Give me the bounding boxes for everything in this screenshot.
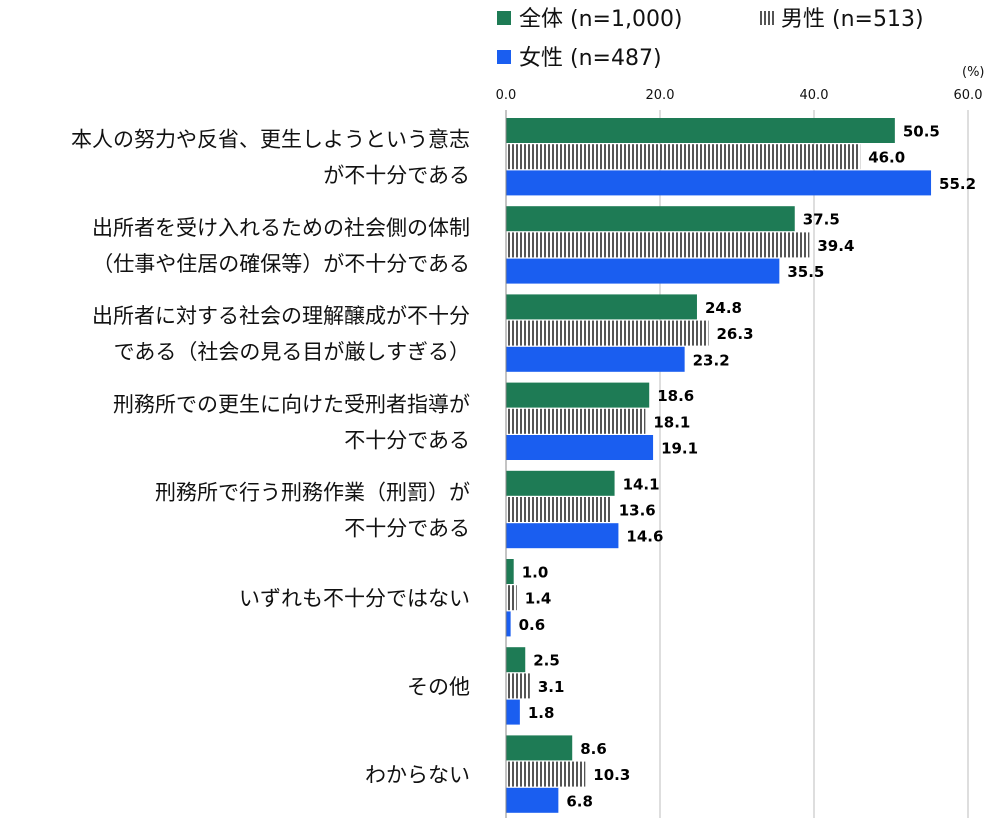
- value-label-female: 23.2: [693, 351, 730, 369]
- category-label: である（社会の見る目が厳しすぎる）: [114, 340, 470, 364]
- bar-female: [506, 611, 511, 637]
- category-label: いずれも不十分ではない: [239, 587, 470, 611]
- value-label-male: 26.3: [717, 325, 754, 343]
- bar-female: [506, 346, 685, 372]
- bar-male: [506, 232, 810, 258]
- value-label-female: 0.6: [519, 616, 546, 634]
- value-label-male: 13.6: [619, 502, 656, 520]
- bar-total: [506, 294, 697, 320]
- bar-female: [506, 170, 932, 196]
- bar-total: [506, 735, 573, 761]
- value-label-male: 3.1: [538, 678, 565, 696]
- category-label: が不十分である: [323, 164, 470, 188]
- category-label: 刑務所での更生に向けた受刑者指導が: [113, 392, 470, 416]
- bar-total: [506, 559, 514, 584]
- bar-total: [506, 118, 895, 143]
- legend-entry-male: 男性 (n=513): [760, 7, 924, 32]
- x-tick-label: 40.0: [800, 88, 829, 103]
- legend: 全体 (n=1,000) 男性 (n=513) 女性 (n=487): [497, 7, 924, 71]
- value-label-total: 14.1: [623, 475, 660, 493]
- bar-female: [506, 787, 559, 813]
- x-tick-label: 20.0: [646, 88, 675, 103]
- bar-female: [506, 699, 520, 725]
- bar-male: [506, 497, 611, 522]
- x-axis-ticks: 0.0 20.0 40.0 60.0: [496, 88, 983, 103]
- category-labels: 本人の努力や反省、更生しようという意志が不十分である出所者を受け入れるための社会…: [71, 128, 470, 787]
- value-label-total: 8.6: [580, 740, 607, 758]
- legend-label-male: 男性 (n=513): [781, 7, 924, 32]
- value-labels: 50.5 46.0 55.2 37.5 39.4 35.5 24.8 26.3 23.2 18.6…: [519, 123, 976, 811]
- category-label: （仕事や住居の確保等）が不十分である: [92, 252, 470, 276]
- legend-swatch-male: [760, 11, 774, 25]
- value-label-female: 19.1: [661, 440, 698, 458]
- category-label: その他: [407, 675, 470, 699]
- bar-female: [506, 258, 780, 284]
- value-label-male: 10.3: [593, 766, 630, 784]
- value-label-female: 6.8: [566, 792, 593, 810]
- bars: [506, 118, 932, 813]
- category-label: 不十分である: [344, 517, 470, 541]
- bar-female: [506, 523, 619, 549]
- legend-swatch-female: [497, 50, 511, 64]
- value-label-female: 55.2: [939, 175, 976, 193]
- bar-male: [506, 144, 861, 170]
- bar-female: [506, 435, 654, 460]
- x-tick-label: 0.0: [496, 88, 517, 103]
- legend-label-total: 全体 (n=1,000): [519, 7, 683, 32]
- bar-male: [506, 408, 646, 434]
- category-label: 刑務所で行う刑務作業（刑罰）が: [155, 481, 470, 505]
- legend-swatch-total: [497, 11, 511, 25]
- bar-total: [506, 647, 526, 673]
- category-label: 出所者に対する社会の理解醸成が不十分: [92, 304, 470, 328]
- category-label: 出所者を受け入れるための社会側の体制: [92, 216, 470, 240]
- value-label-total: 2.5: [533, 652, 560, 670]
- x-tick-label: 60.0: [954, 88, 983, 103]
- bar-male: [506, 761, 586, 787]
- bar-male: [506, 585, 517, 611]
- value-label-total: 50.5: [903, 123, 940, 141]
- value-label-male: 39.4: [817, 237, 854, 255]
- value-label-total: 24.8: [705, 299, 742, 317]
- legend-label-female: 女性 (n=487): [519, 46, 662, 71]
- bar-total: [506, 206, 795, 232]
- bar-total: [506, 382, 650, 408]
- category-label: わからない: [365, 763, 470, 787]
- legend-entry-total: 全体 (n=1,000): [497, 7, 683, 32]
- value-label-male: 18.1: [653, 413, 690, 431]
- value-label-male: 46.0: [868, 149, 905, 167]
- bar-male: [506, 320, 709, 346]
- bar-total: [506, 470, 615, 496]
- legend-entry-female: 女性 (n=487): [497, 46, 662, 71]
- value-label-total: 18.6: [657, 387, 694, 405]
- category-label: 本人の努力や反省、更生しようという意志: [71, 128, 470, 152]
- bar-male: [506, 673, 530, 699]
- value-label-female: 1.8: [528, 704, 555, 722]
- value-label-male: 1.4: [525, 590, 552, 608]
- unit-label: (%): [962, 65, 985, 80]
- category-label: 不十分である: [344, 428, 470, 452]
- value-label-total: 1.0: [522, 564, 549, 582]
- value-label-female: 35.5: [787, 263, 824, 281]
- value-label-female: 14.6: [626, 528, 663, 546]
- value-label-total: 37.5: [803, 211, 840, 229]
